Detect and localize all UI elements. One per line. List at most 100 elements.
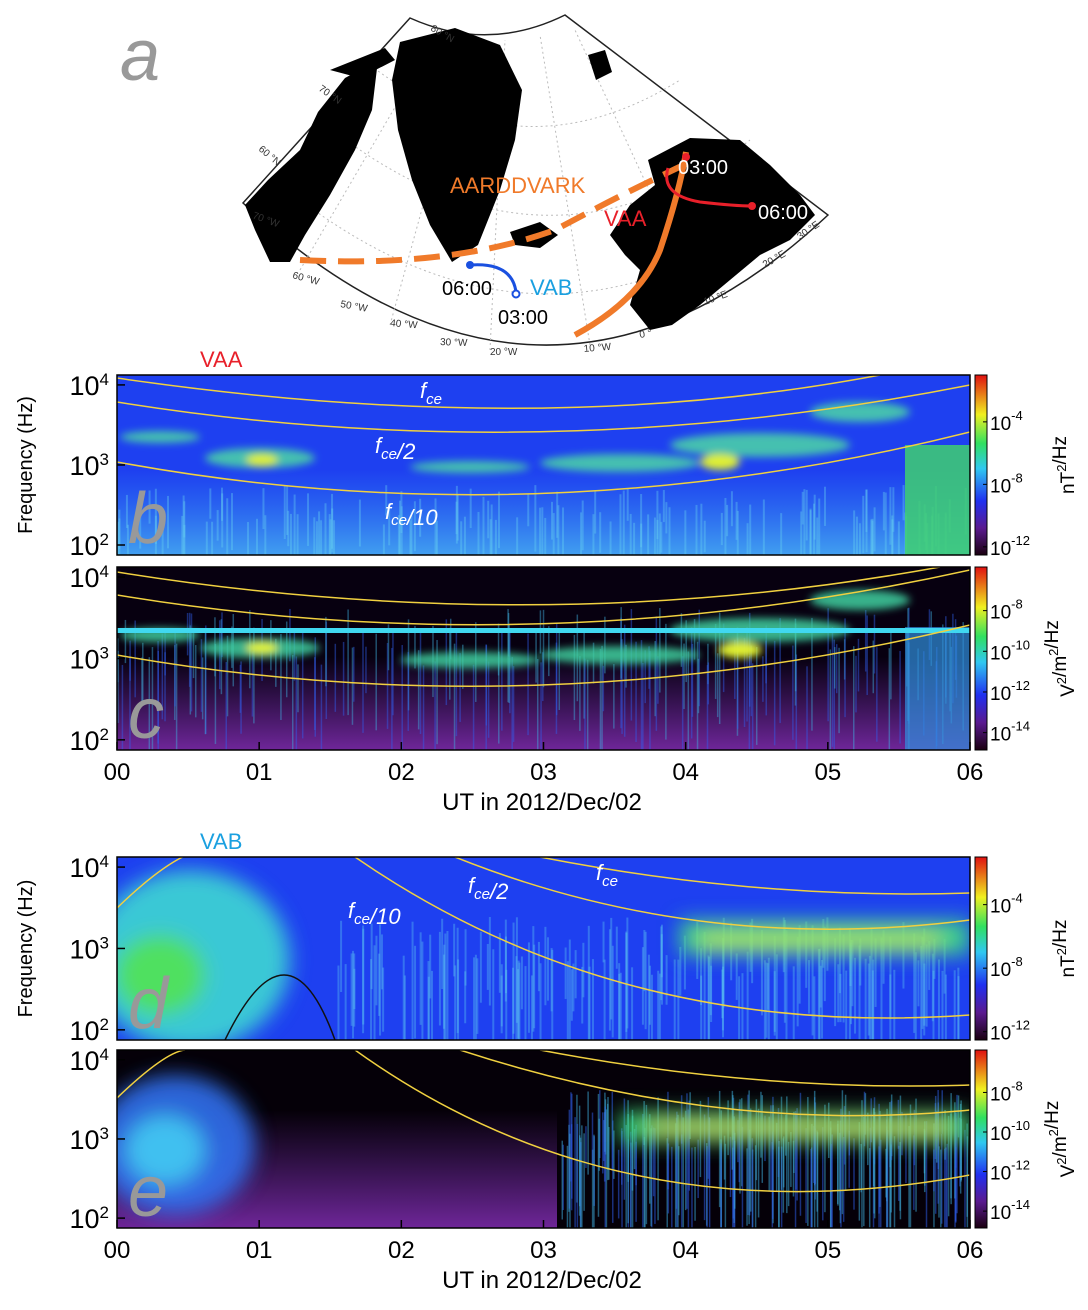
tick-base: 10	[990, 414, 1011, 435]
vab-end	[466, 261, 474, 269]
texture	[803, 489, 806, 555]
texture	[556, 491, 559, 538]
text-part: f	[375, 433, 384, 458]
texture	[647, 954, 650, 1040]
texture	[626, 917, 629, 1029]
texture	[870, 519, 873, 555]
texture	[822, 1127, 824, 1221]
texture	[455, 485, 458, 544]
texture	[902, 485, 905, 521]
texture	[889, 936, 892, 1019]
texture	[741, 1126, 744, 1228]
texture	[226, 498, 229, 555]
texture	[175, 643, 178, 750]
texture	[118, 509, 121, 549]
vab-start	[511, 289, 521, 299]
tick-label: 10-8	[990, 954, 1023, 981]
texture	[868, 1148, 871, 1228]
subscript: ce	[381, 446, 397, 463]
texture	[650, 1128, 652, 1227]
texture	[780, 513, 783, 555]
texture	[649, 1114, 651, 1204]
texture	[164, 652, 166, 722]
texture	[859, 938, 862, 986]
tick-exponent: -4	[1011, 891, 1023, 906]
texture	[497, 623, 500, 676]
texture	[654, 641, 656, 717]
texture	[691, 643, 694, 717]
emission-blob	[125, 1115, 205, 1185]
tick-label: 102	[69, 725, 109, 756]
texture	[353, 646, 355, 702]
emission-band	[810, 590, 910, 610]
texture	[512, 967, 515, 1040]
texture	[682, 1117, 684, 1228]
texture	[681, 656, 684, 750]
vab-track	[469, 263, 518, 293]
texture	[489, 519, 492, 555]
x-tick-label: 03	[530, 1237, 557, 1264]
texture	[956, 1094, 958, 1214]
texture	[148, 657, 151, 750]
panel-letter: c	[128, 674, 164, 754]
texture	[620, 607, 622, 679]
texture	[587, 925, 590, 1040]
texture	[733, 1130, 735, 1228]
texture	[690, 627, 693, 739]
text-part: V	[1058, 684, 1079, 697]
texture	[625, 932, 628, 1040]
texture	[872, 959, 875, 1040]
texture	[581, 500, 584, 551]
texture	[938, 1146, 940, 1218]
texture	[474, 954, 477, 1040]
texture	[353, 968, 356, 1010]
texture	[154, 515, 157, 555]
tick-exponent: 3	[100, 933, 109, 952]
texture	[285, 621, 288, 698]
texture	[347, 609, 349, 716]
texture	[860, 1143, 862, 1193]
x-tick-label: 05	[814, 759, 841, 786]
texture	[671, 1146, 673, 1228]
texture	[286, 486, 289, 535]
background-low	[117, 657, 970, 750]
texture	[546, 937, 549, 1001]
texture	[607, 1096, 609, 1170]
tick-label: 10-12	[990, 678, 1030, 705]
texture	[520, 956, 523, 1010]
texture	[872, 640, 875, 694]
texture	[490, 504, 493, 555]
superscript: 2	[1046, 1129, 1061, 1136]
texture	[500, 975, 503, 1034]
texture	[373, 945, 376, 1040]
texture	[542, 609, 545, 688]
texture	[459, 653, 461, 722]
texture	[611, 945, 614, 1038]
texture	[498, 651, 500, 744]
x-tick-label: 02	[388, 1237, 415, 1264]
texture	[629, 1131, 632, 1228]
texture	[414, 625, 416, 669]
fce-curve	[117, 624, 970, 687]
tick-base: 10	[69, 1125, 99, 1155]
texture	[188, 612, 191, 687]
texture	[295, 656, 298, 750]
texture	[741, 973, 744, 1040]
texture	[775, 954, 778, 1040]
texture	[848, 1130, 850, 1188]
texture	[183, 501, 186, 538]
texture	[709, 943, 712, 1016]
tick-label: 104	[69, 1045, 109, 1076]
texture	[648, 646, 650, 689]
texture	[161, 515, 164, 555]
texture	[320, 664, 323, 750]
tick-exponent: 4	[100, 562, 109, 581]
text-part: /2	[395, 439, 415, 464]
texture	[724, 497, 727, 555]
texture	[946, 1143, 948, 1228]
texture	[871, 518, 874, 555]
texture	[307, 493, 310, 546]
texture	[773, 640, 776, 746]
texture	[562, 1144, 565, 1211]
